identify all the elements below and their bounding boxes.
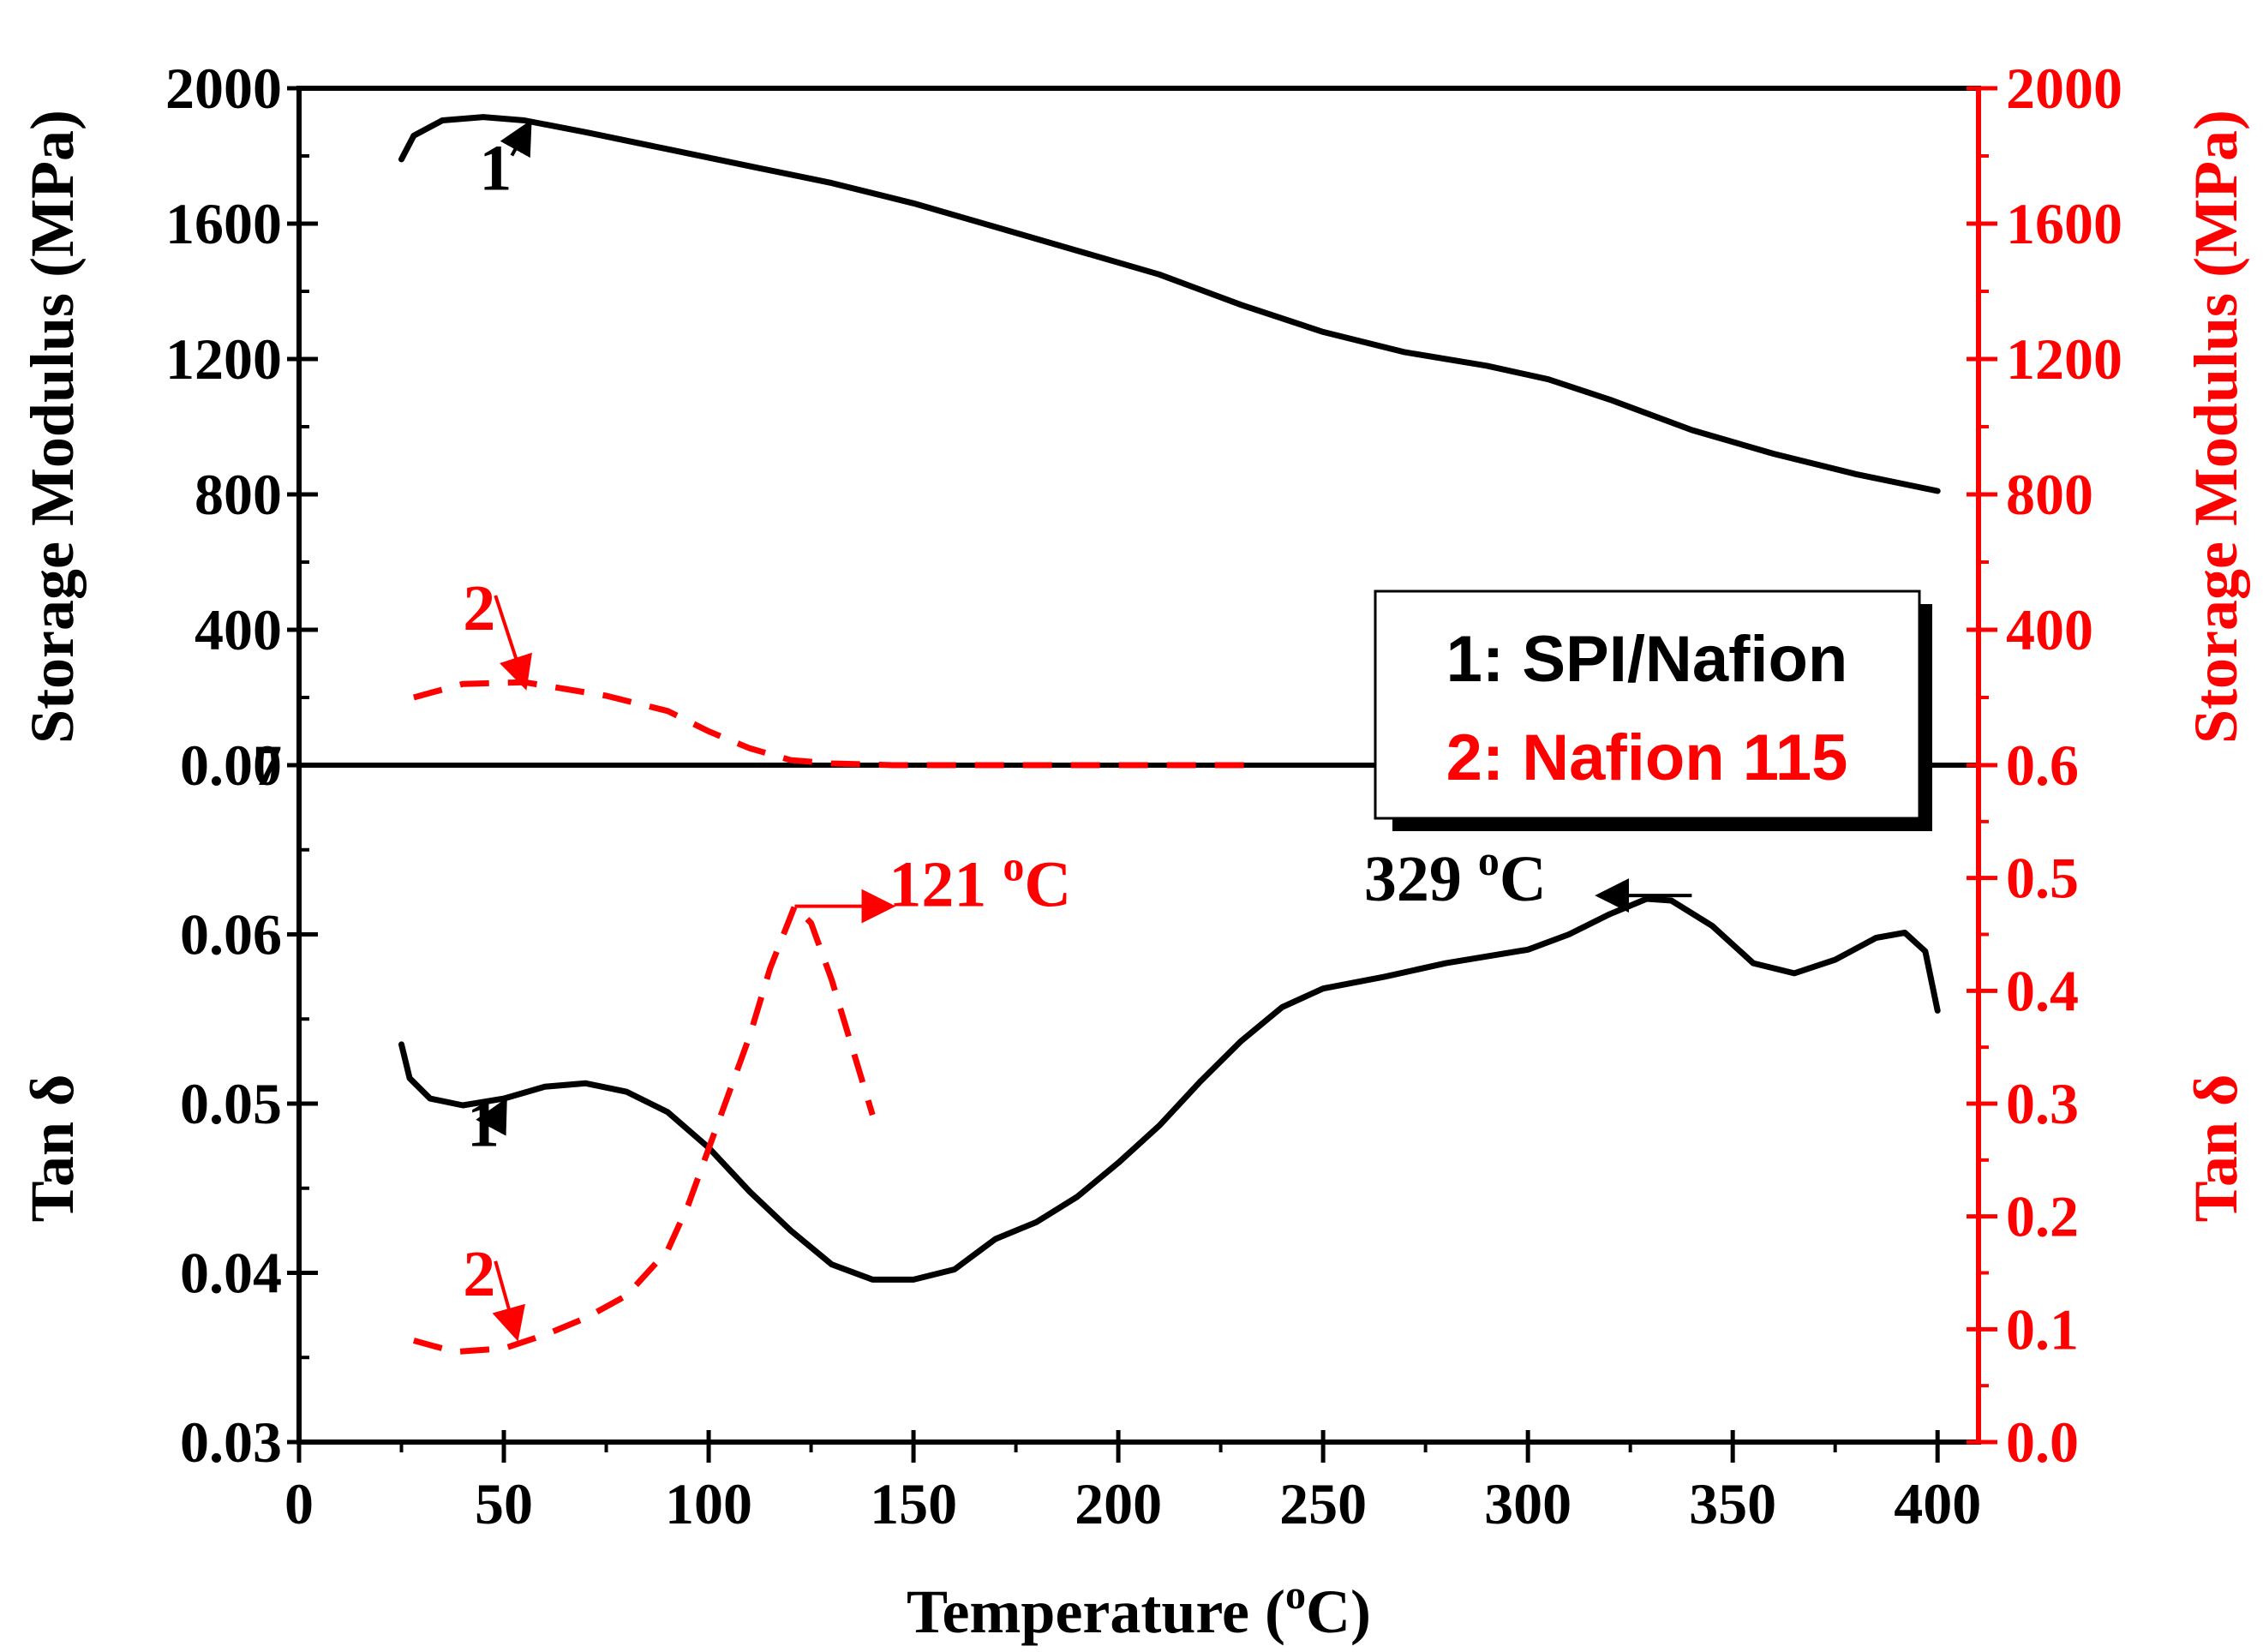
right-ytick-label-1: 0.6 — [2006, 733, 2079, 798]
left-ytick-label-0: 0 — [253, 733, 282, 798]
annotation-arrow — [492, 1260, 525, 1342]
annotation-arrow — [494, 595, 533, 691]
right-ytick-label-1: 0.3 — [2006, 1071, 2079, 1136]
left-ytick-label-0: 1200 — [165, 326, 282, 392]
series-line-nafion-115-bottom — [412, 903, 876, 1356]
legend-entry-spi-nafion: 1: SPI/Nafion — [1446, 623, 1848, 696]
ticks-layer: 040080012001600200004008001200160020000.… — [165, 56, 2122, 1536]
x-axis-label: Temperature (oC) — [907, 1572, 1371, 1646]
left-ytick-label-0: 1600 — [165, 191, 282, 256]
series-line-nafion-115-top — [412, 679, 1262, 769]
right-ytick-label-0: 0 — [2006, 733, 2035, 798]
right-ytick-label-1: 0.5 — [2006, 846, 2079, 911]
y-axis-label-top-right: Storage Modulus (MPa) — [2182, 110, 2250, 744]
annotation-arrow — [476, 1097, 507, 1136]
right-ytick-label-0: 400 — [2006, 597, 2093, 662]
xtick-label: 250 — [1279, 1471, 1367, 1536]
annotation-label: 2 — [463, 572, 495, 644]
annotation-label: 2 — [463, 1238, 495, 1310]
right-ytick-label-0: 1600 — [2006, 191, 2122, 256]
right-ytick-label-0: 800 — [2006, 462, 2093, 527]
annotation-label: 329 oC — [1364, 836, 1547, 915]
xtick-label: 100 — [665, 1471, 752, 1536]
left-ytick-label-1: 0.03 — [180, 1410, 282, 1475]
right-ytick-label-1: 0.2 — [2006, 1184, 2079, 1249]
left-ytick-label-0: 2000 — [165, 56, 282, 121]
left-ytick-label-1: 0.07 — [180, 733, 282, 798]
xtick-label: 0 — [284, 1471, 314, 1536]
series-line-spi-nafion-bottom — [398, 895, 1941, 1283]
xtick-label: 150 — [870, 1471, 957, 1536]
y-axis-label-bottom-left: Tan δ — [18, 1074, 87, 1223]
legend-box — [1374, 590, 1921, 820]
xtick-label: 200 — [1075, 1471, 1162, 1536]
right-ytick-label-1: 0.1 — [2006, 1296, 2079, 1362]
left-ytick-label-0: 800 — [195, 462, 282, 527]
right-ytick-label-0: 2000 — [2006, 56, 2122, 121]
y-axis-label-top-left: Storage Modulus (MPa) — [18, 110, 87, 744]
legend-entry-nafion-115: 2: Nafion 115 — [1446, 721, 1848, 794]
xtick-label: 50 — [475, 1471, 533, 1536]
annotation-label: 1 — [467, 1088, 500, 1160]
y-axis-label-bottom-right: Tan δ — [2182, 1074, 2250, 1223]
xtick-label: 300 — [1484, 1471, 1572, 1536]
right-ytick-label-1: 0.4 — [2006, 958, 2079, 1023]
legend: 1: SPI/Nafion 2: Nafion 115 — [1374, 590, 1932, 831]
xtick-label: 400 — [1894, 1471, 1981, 1536]
annotation-label: 121 oC — [889, 842, 1071, 921]
annotation-label: 1 — [479, 133, 512, 205]
xtick-label: 350 — [1689, 1471, 1776, 1536]
right-ytick-label-1: 0.0 — [2006, 1410, 2079, 1475]
annotation-arrow — [500, 119, 532, 159]
series-line-spi-nafion-top — [398, 114, 1941, 494]
right-ytick-label-0: 1200 — [2006, 326, 2122, 392]
left-ytick-label-1: 0.06 — [180, 902, 282, 967]
left-ytick-label-0: 400 — [195, 597, 282, 662]
left-ytick-label-1: 0.04 — [180, 1241, 282, 1306]
left-ytick-label-1: 0.05 — [180, 1071, 282, 1136]
annotation-layer: 1 2 1 2 121 oC 329 oC — [463, 119, 1692, 1342]
